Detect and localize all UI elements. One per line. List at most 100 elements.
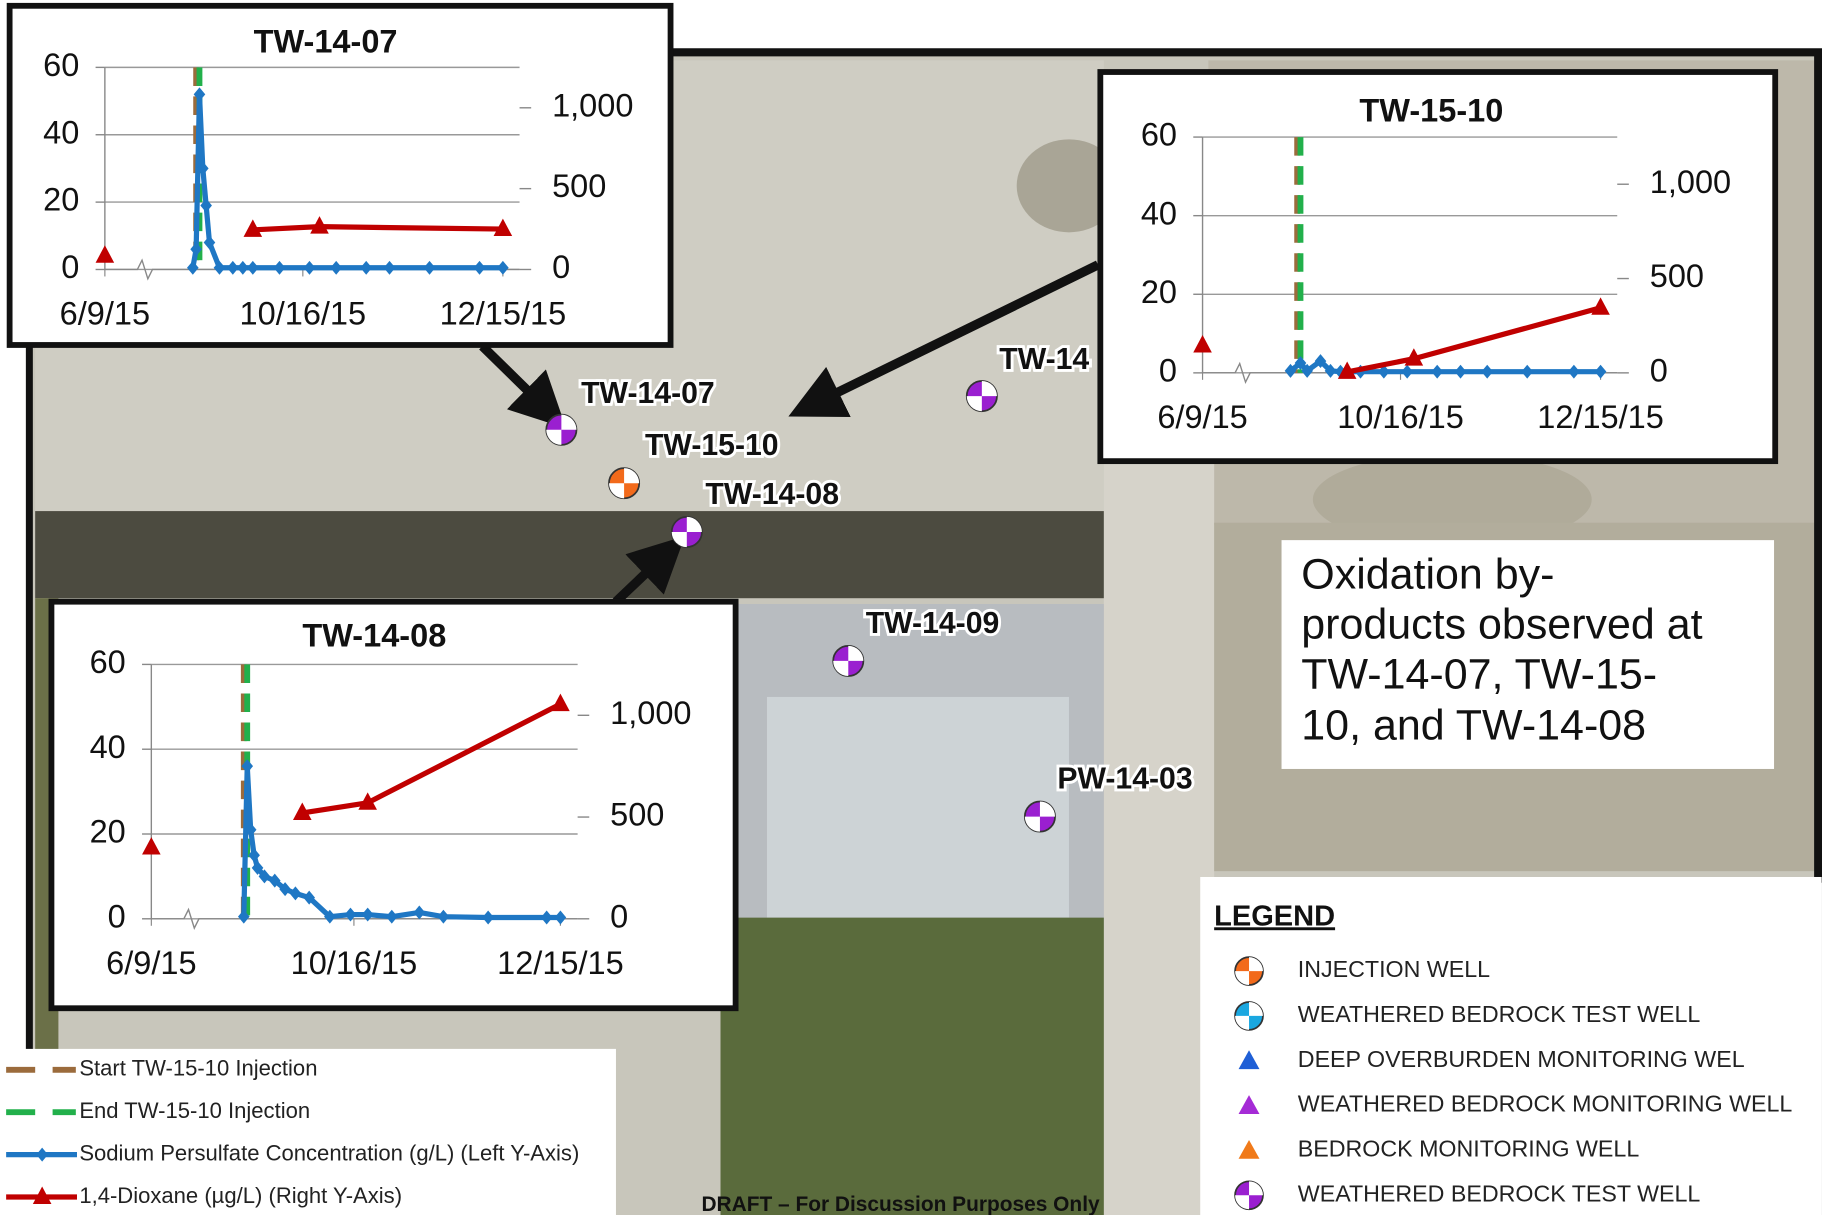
well-symbol-quarter: [671, 531, 687, 548]
y2-tick-label: 0: [552, 249, 570, 285]
x-tick-label: 12/15/15: [1537, 399, 1664, 435]
chart: TW-14-07 0 20 40 60 0 500 1,000 6/9/15 10/16/15 12…: [6, 2, 674, 348]
well-symbol-quarter: [546, 429, 562, 445]
legend-symbol-quarter: [1249, 1181, 1263, 1196]
x-tick-label: 10/16/15: [1337, 399, 1464, 435]
well-symbol-quarter: [561, 414, 577, 430]
data-point: [385, 909, 398, 924]
y-tick-label: 60: [43, 47, 79, 83]
data-point: [243, 219, 263, 237]
data-point: [324, 909, 336, 924]
data-point: [1591, 297, 1610, 315]
data-point: [1193, 335, 1212, 353]
legend-label: WEATHERED BEDROCK TEST WELL: [1298, 1001, 1701, 1027]
y2-tick-label: 500: [610, 797, 664, 833]
well-label: TW-14-09: [866, 607, 1000, 640]
x-tick-label: 12/15/15: [440, 296, 567, 332]
map-labels: TW-14-07 TW-15-10 TW-14-08 TW-14 TW-14-09 PW-…: [545, 340, 1196, 833]
data-point: [551, 693, 570, 712]
data-point: [1431, 364, 1443, 379]
data-point: [1401, 364, 1413, 379]
y2-tick-label: 1,000: [1650, 164, 1731, 200]
y-tick-label: 60: [1141, 117, 1177, 153]
legend-label: INJECTION WELL: [1298, 956, 1490, 982]
data-point: [1521, 364, 1534, 379]
data-point: [1404, 348, 1424, 366]
well-symbol-quarter: [981, 380, 997, 397]
legend-label: WEATHERED BEDROCK MONITORING WELL: [1298, 1091, 1793, 1117]
well-symbol-quarter: [686, 516, 702, 532]
data-point: [213, 260, 226, 275]
data-point: [1568, 364, 1580, 379]
chart-title: TW-15-10: [1359, 92, 1503, 128]
data-point: [279, 882, 291, 897]
y2-tick-label: 0: [610, 898, 628, 934]
x-tick-label: 6/9/15: [60, 296, 150, 332]
note-line: 10, and TW-14-08: [1301, 702, 1646, 750]
legend-label: BEDROCK MONITORING WELL: [1298, 1136, 1640, 1162]
well-symbol-quarter: [966, 396, 982, 412]
legend-marker: [32, 1186, 52, 1204]
legend-title: LEGEND: [1214, 900, 1335, 932]
x-tick-label: 6/9/15: [106, 945, 196, 981]
well-legend: LEGEND INJECTION WELL WEATHERED BEDROCK T…: [1200, 876, 1822, 1215]
well-symbol-quarter: [1024, 816, 1040, 832]
map-roof: [766, 696, 1069, 918]
legend-background: [0, 1048, 616, 1215]
legend-symbol: [1238, 1095, 1260, 1114]
data-point: [1284, 363, 1297, 378]
y2-tick-label: 0: [1650, 352, 1668, 388]
x-tick-label: 6/9/15: [1157, 399, 1247, 435]
well-symbol-quarter: [624, 468, 640, 484]
legend-symbol-quarter: [1235, 971, 1250, 986]
arrow: [479, 342, 567, 429]
note-line: TW-14-07, TW-15-: [1301, 651, 1657, 699]
data-point: [95, 245, 115, 263]
well-symbol-quarter: [833, 660, 849, 677]
y-tick-label: 40: [43, 114, 79, 150]
note-line: products observed at: [1301, 601, 1702, 649]
x-tick-label: 10/16/15: [291, 945, 418, 981]
data-point: [360, 260, 372, 275]
footer: DRAFT – For Discussion Purposes Only: [701, 1193, 1100, 1215]
data-point: [241, 759, 254, 774]
y2-tick-label: 500: [1650, 258, 1704, 294]
axis-break: [151, 907, 578, 930]
data-point: [1314, 354, 1327, 369]
data-point: [303, 260, 316, 275]
data-point: [237, 260, 249, 275]
map-road: [35, 511, 1122, 599]
data-point: [358, 792, 377, 810]
legend-marker: [36, 1147, 48, 1162]
y2-tick-label: 500: [552, 168, 606, 204]
legend-background: [1200, 876, 1822, 1215]
legend-label: 1,4-Dioxane (µg/L) (Right Y-Axis): [79, 1183, 402, 1208]
data-point: [330, 260, 342, 275]
legend-label: Sodium Persulfate Concentration (g/L) (L…: [79, 1140, 579, 1165]
callout-arrows: [479, 260, 1101, 606]
data-point: [227, 260, 239, 275]
legend-symbol: [1238, 1050, 1260, 1070]
data-point: [497, 260, 509, 275]
y-tick-label: 40: [90, 729, 126, 765]
data-point: [1294, 356, 1307, 371]
well-symbol-quarter: [848, 645, 864, 661]
data-point: [247, 260, 259, 275]
y-tick-label: 20: [1141, 274, 1177, 310]
data-point: [493, 218, 513, 237]
well-label: TW-14: [999, 343, 1089, 376]
chart-box: [48, 598, 739, 1012]
y-tick-label: 60: [90, 644, 126, 680]
note-box: Oxidation by- products observed at TW-14…: [1281, 540, 1775, 769]
chart-title: TW-14-08: [302, 617, 446, 653]
data-point: [293, 802, 312, 820]
legend-label: End TW-15-10 Injection: [79, 1098, 310, 1123]
map-tree: [1016, 139, 1122, 233]
data-point: [1378, 364, 1390, 379]
data-point: [423, 260, 436, 275]
legend-symbol-quarter: [1249, 957, 1263, 972]
data-point: [1454, 364, 1467, 379]
data-point: [413, 905, 426, 920]
map-road: [1103, 441, 1215, 1215]
